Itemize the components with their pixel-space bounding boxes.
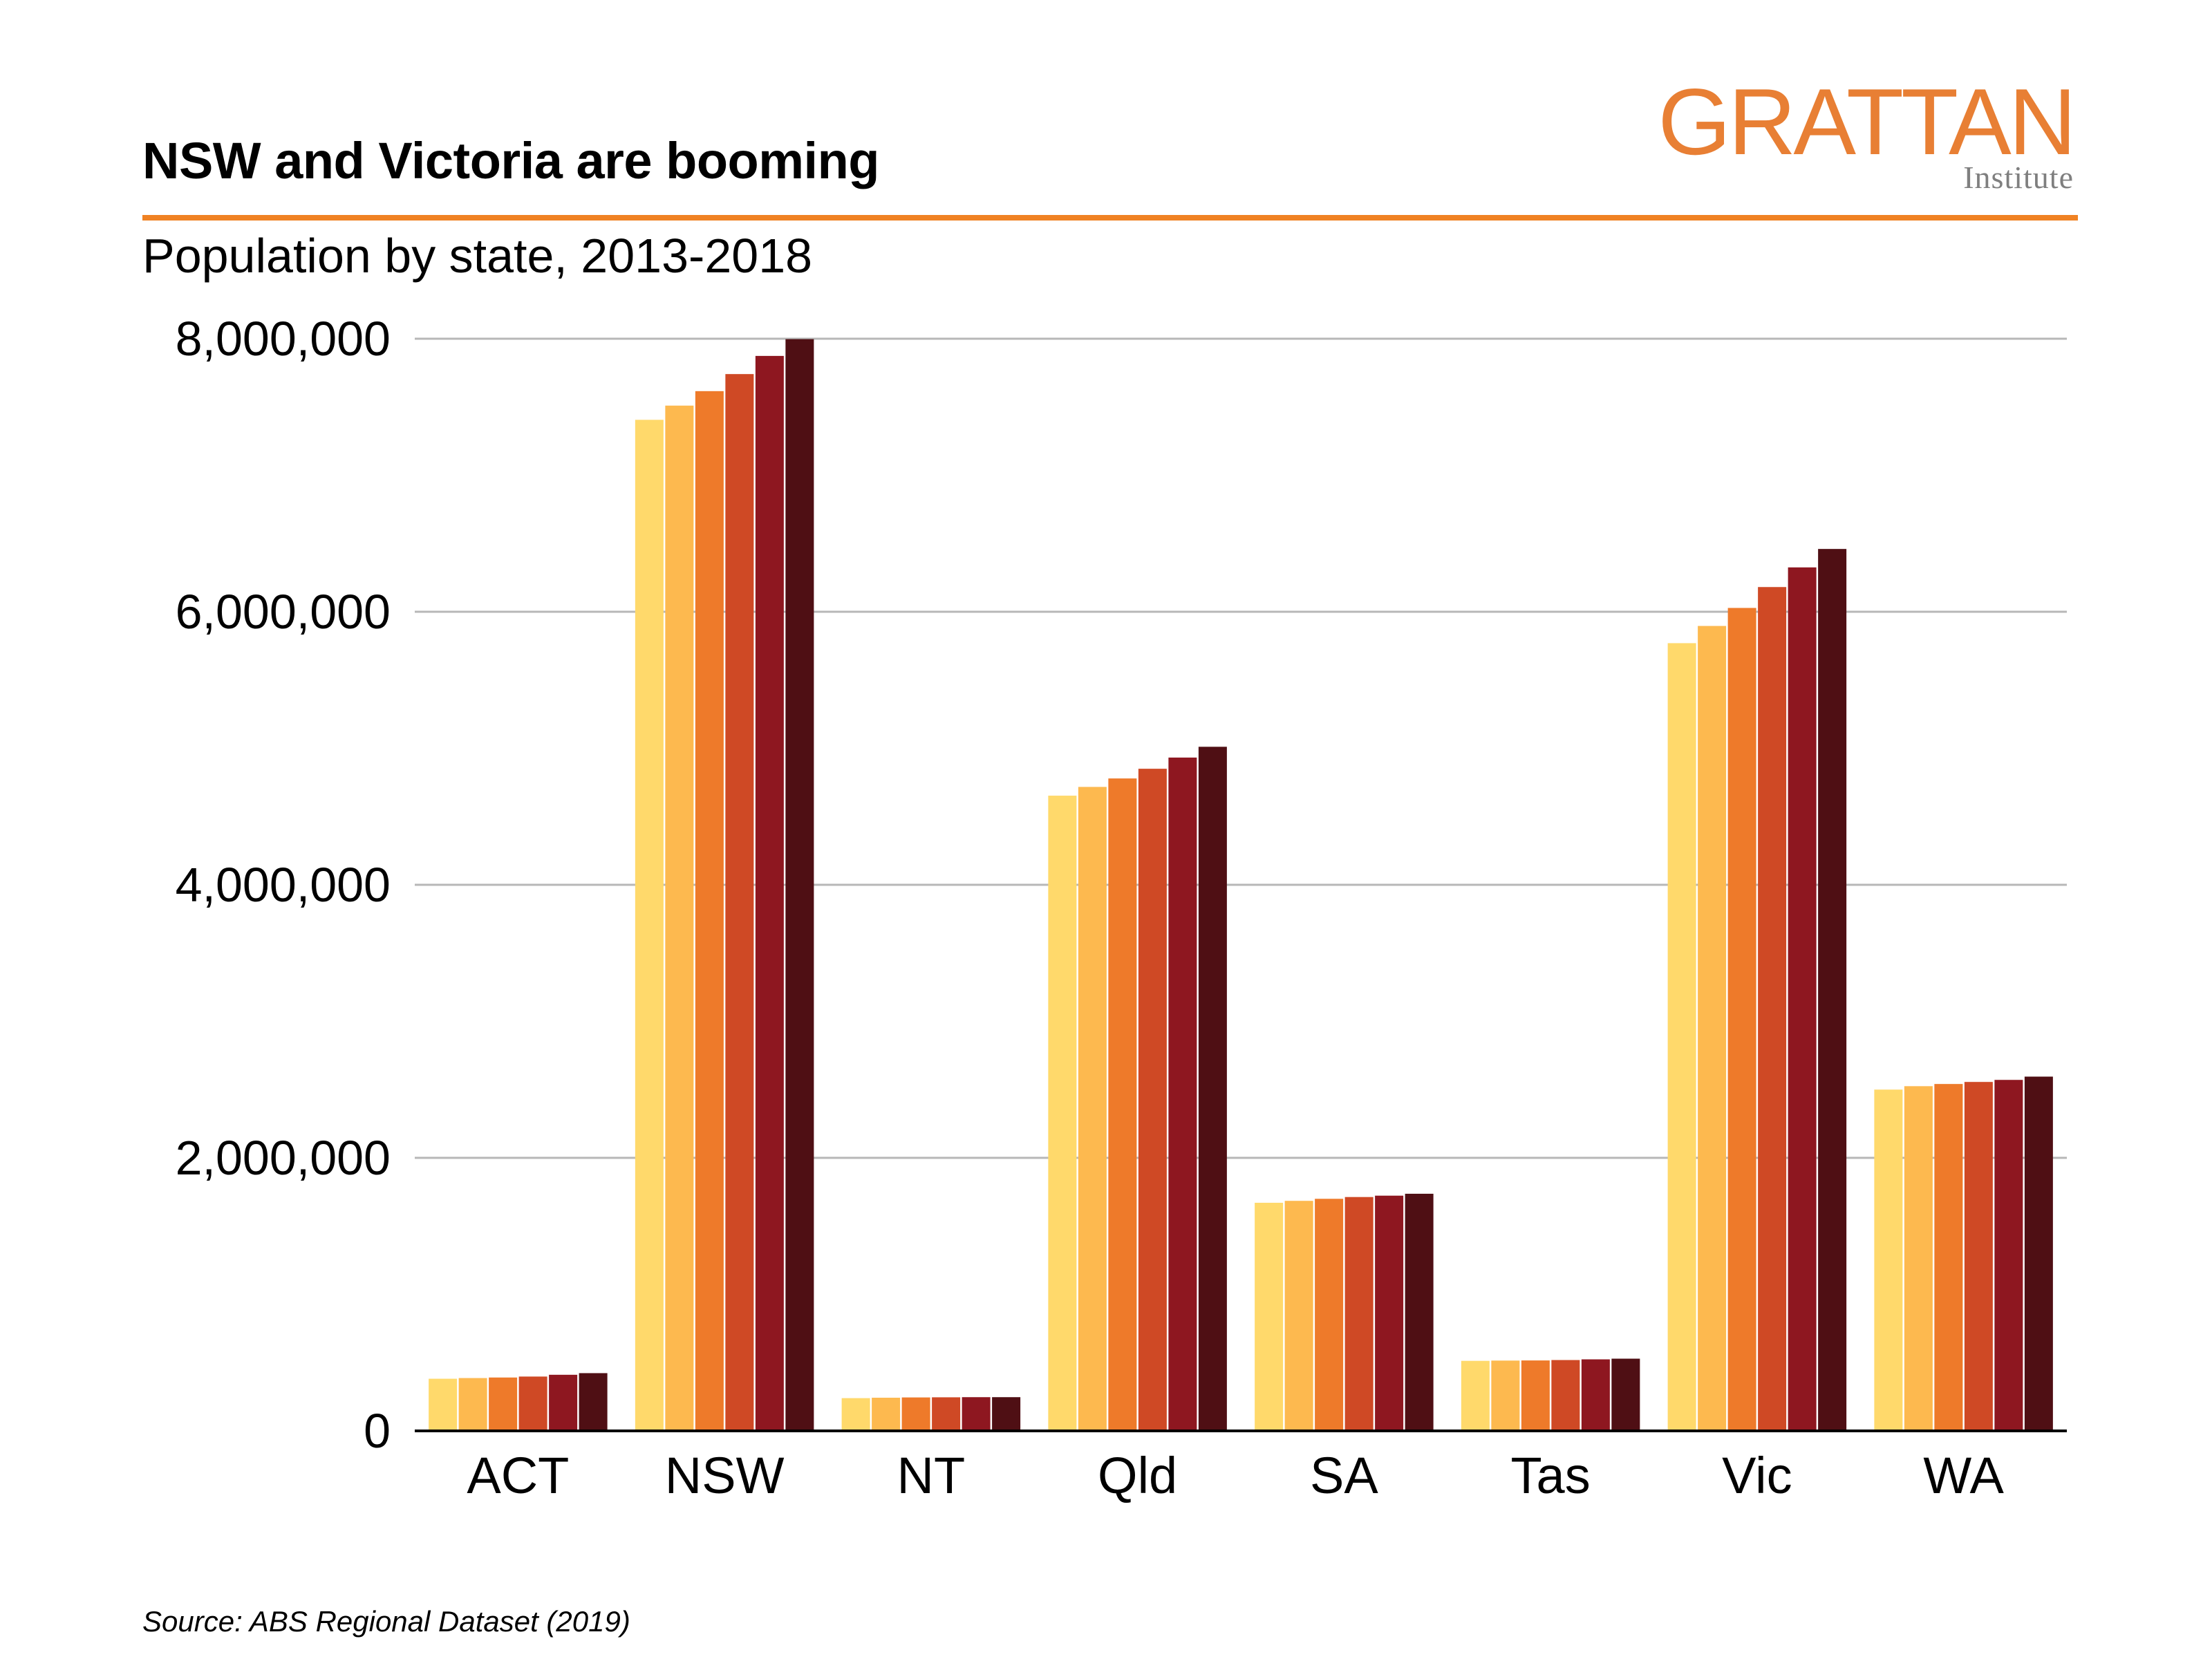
- bar: [1788, 567, 1817, 1431]
- bar: [1758, 587, 1787, 1432]
- x-tick-label: WA: [1923, 1447, 2004, 1504]
- y-tick-label: 0: [364, 1404, 391, 1458]
- x-tick-label: NT: [897, 1447, 966, 1504]
- logo-wordmark: GRATTAN: [1658, 69, 2077, 174]
- x-tick-label: SA: [1310, 1447, 1378, 1504]
- bars: [429, 339, 2053, 1432]
- y-tick-label: 8,000,000: [176, 312, 391, 366]
- bar: [1255, 1202, 1284, 1431]
- bar: [549, 1374, 578, 1431]
- bar: [901, 1397, 930, 1431]
- bar: [429, 1378, 458, 1431]
- logo-subtext: Institute: [1963, 160, 2074, 195]
- bar-group-act: [429, 1373, 608, 1431]
- bar: [1667, 643, 1696, 1431]
- x-tick-label: NSW: [665, 1447, 785, 1504]
- bar-group-qld: [1048, 747, 1227, 1431]
- bar-group-nsw: [635, 339, 814, 1432]
- title-divider: [142, 215, 2078, 221]
- bar: [579, 1373, 608, 1431]
- bar: [635, 420, 664, 1432]
- bar: [1491, 1360, 1520, 1431]
- bar: [1108, 778, 1137, 1431]
- x-axis-ticks: ACT NSW NT Qld SA Tas Vic WA: [467, 1447, 2004, 1504]
- bar: [1874, 1089, 1903, 1431]
- bar: [1698, 626, 1727, 1431]
- chart-title: NSW and Victoria are booming: [142, 132, 880, 189]
- y-axis-ticks: 0 2,000,000 4,000,000 6,000,000 8,000,000: [176, 312, 391, 1458]
- bar-group-nt: [841, 1397, 1021, 1431]
- x-tick-label: Vic: [1722, 1447, 1792, 1504]
- bar: [695, 391, 724, 1431]
- chart-subtitle: Population by state, 2013-2018: [142, 229, 813, 283]
- bar-group-sa: [1255, 1193, 1434, 1431]
- bar: [841, 1398, 870, 1431]
- bar: [1138, 769, 1167, 1431]
- x-tick-label: Qld: [1098, 1447, 1177, 1504]
- bar: [1284, 1201, 1313, 1431]
- x-tick-label: ACT: [467, 1447, 569, 1504]
- bar: [489, 1377, 518, 1431]
- bar: [1964, 1082, 1993, 1431]
- bar: [725, 374, 754, 1431]
- bar: [992, 1397, 1021, 1431]
- bar: [755, 355, 784, 1431]
- bar-group-tas: [1461, 1358, 1640, 1431]
- y-tick-label: 2,000,000: [176, 1131, 391, 1185]
- bar: [518, 1376, 547, 1431]
- source-note: Source: ABS Regional Dataset (2019): [142, 1605, 630, 1638]
- bar: [1198, 747, 1227, 1431]
- bar: [1048, 796, 1077, 1431]
- bar: [1461, 1360, 1490, 1431]
- bar: [1344, 1197, 1374, 1431]
- bar: [2024, 1076, 2053, 1431]
- bar: [1078, 787, 1107, 1431]
- bar: [1611, 1358, 1640, 1431]
- bar: [1727, 608, 1756, 1431]
- bar: [1168, 757, 1197, 1431]
- grattan-logo: GRATTAN Institute: [1658, 75, 2077, 195]
- bar: [1521, 1360, 1550, 1431]
- bar-group-wa: [1874, 1076, 2053, 1431]
- bar: [1904, 1086, 1933, 1431]
- bar: [1994, 1080, 2023, 1431]
- bar-group-vic: [1667, 549, 1847, 1432]
- bar: [1581, 1359, 1610, 1431]
- bar: [1315, 1199, 1344, 1431]
- bar: [1818, 549, 1847, 1431]
- y-tick-label: 4,000,000: [176, 858, 391, 912]
- bar: [1551, 1360, 1580, 1431]
- bar: [872, 1398, 901, 1431]
- y-tick-label: 6,000,000: [176, 585, 391, 639]
- bar: [1375, 1195, 1404, 1431]
- bar: [665, 405, 694, 1431]
- bar: [785, 339, 814, 1431]
- bar: [962, 1397, 991, 1431]
- bar: [458, 1378, 487, 1431]
- bar: [1934, 1084, 1963, 1431]
- x-tick-label: Tas: [1511, 1447, 1591, 1504]
- bar: [1405, 1193, 1434, 1431]
- bar: [932, 1397, 961, 1431]
